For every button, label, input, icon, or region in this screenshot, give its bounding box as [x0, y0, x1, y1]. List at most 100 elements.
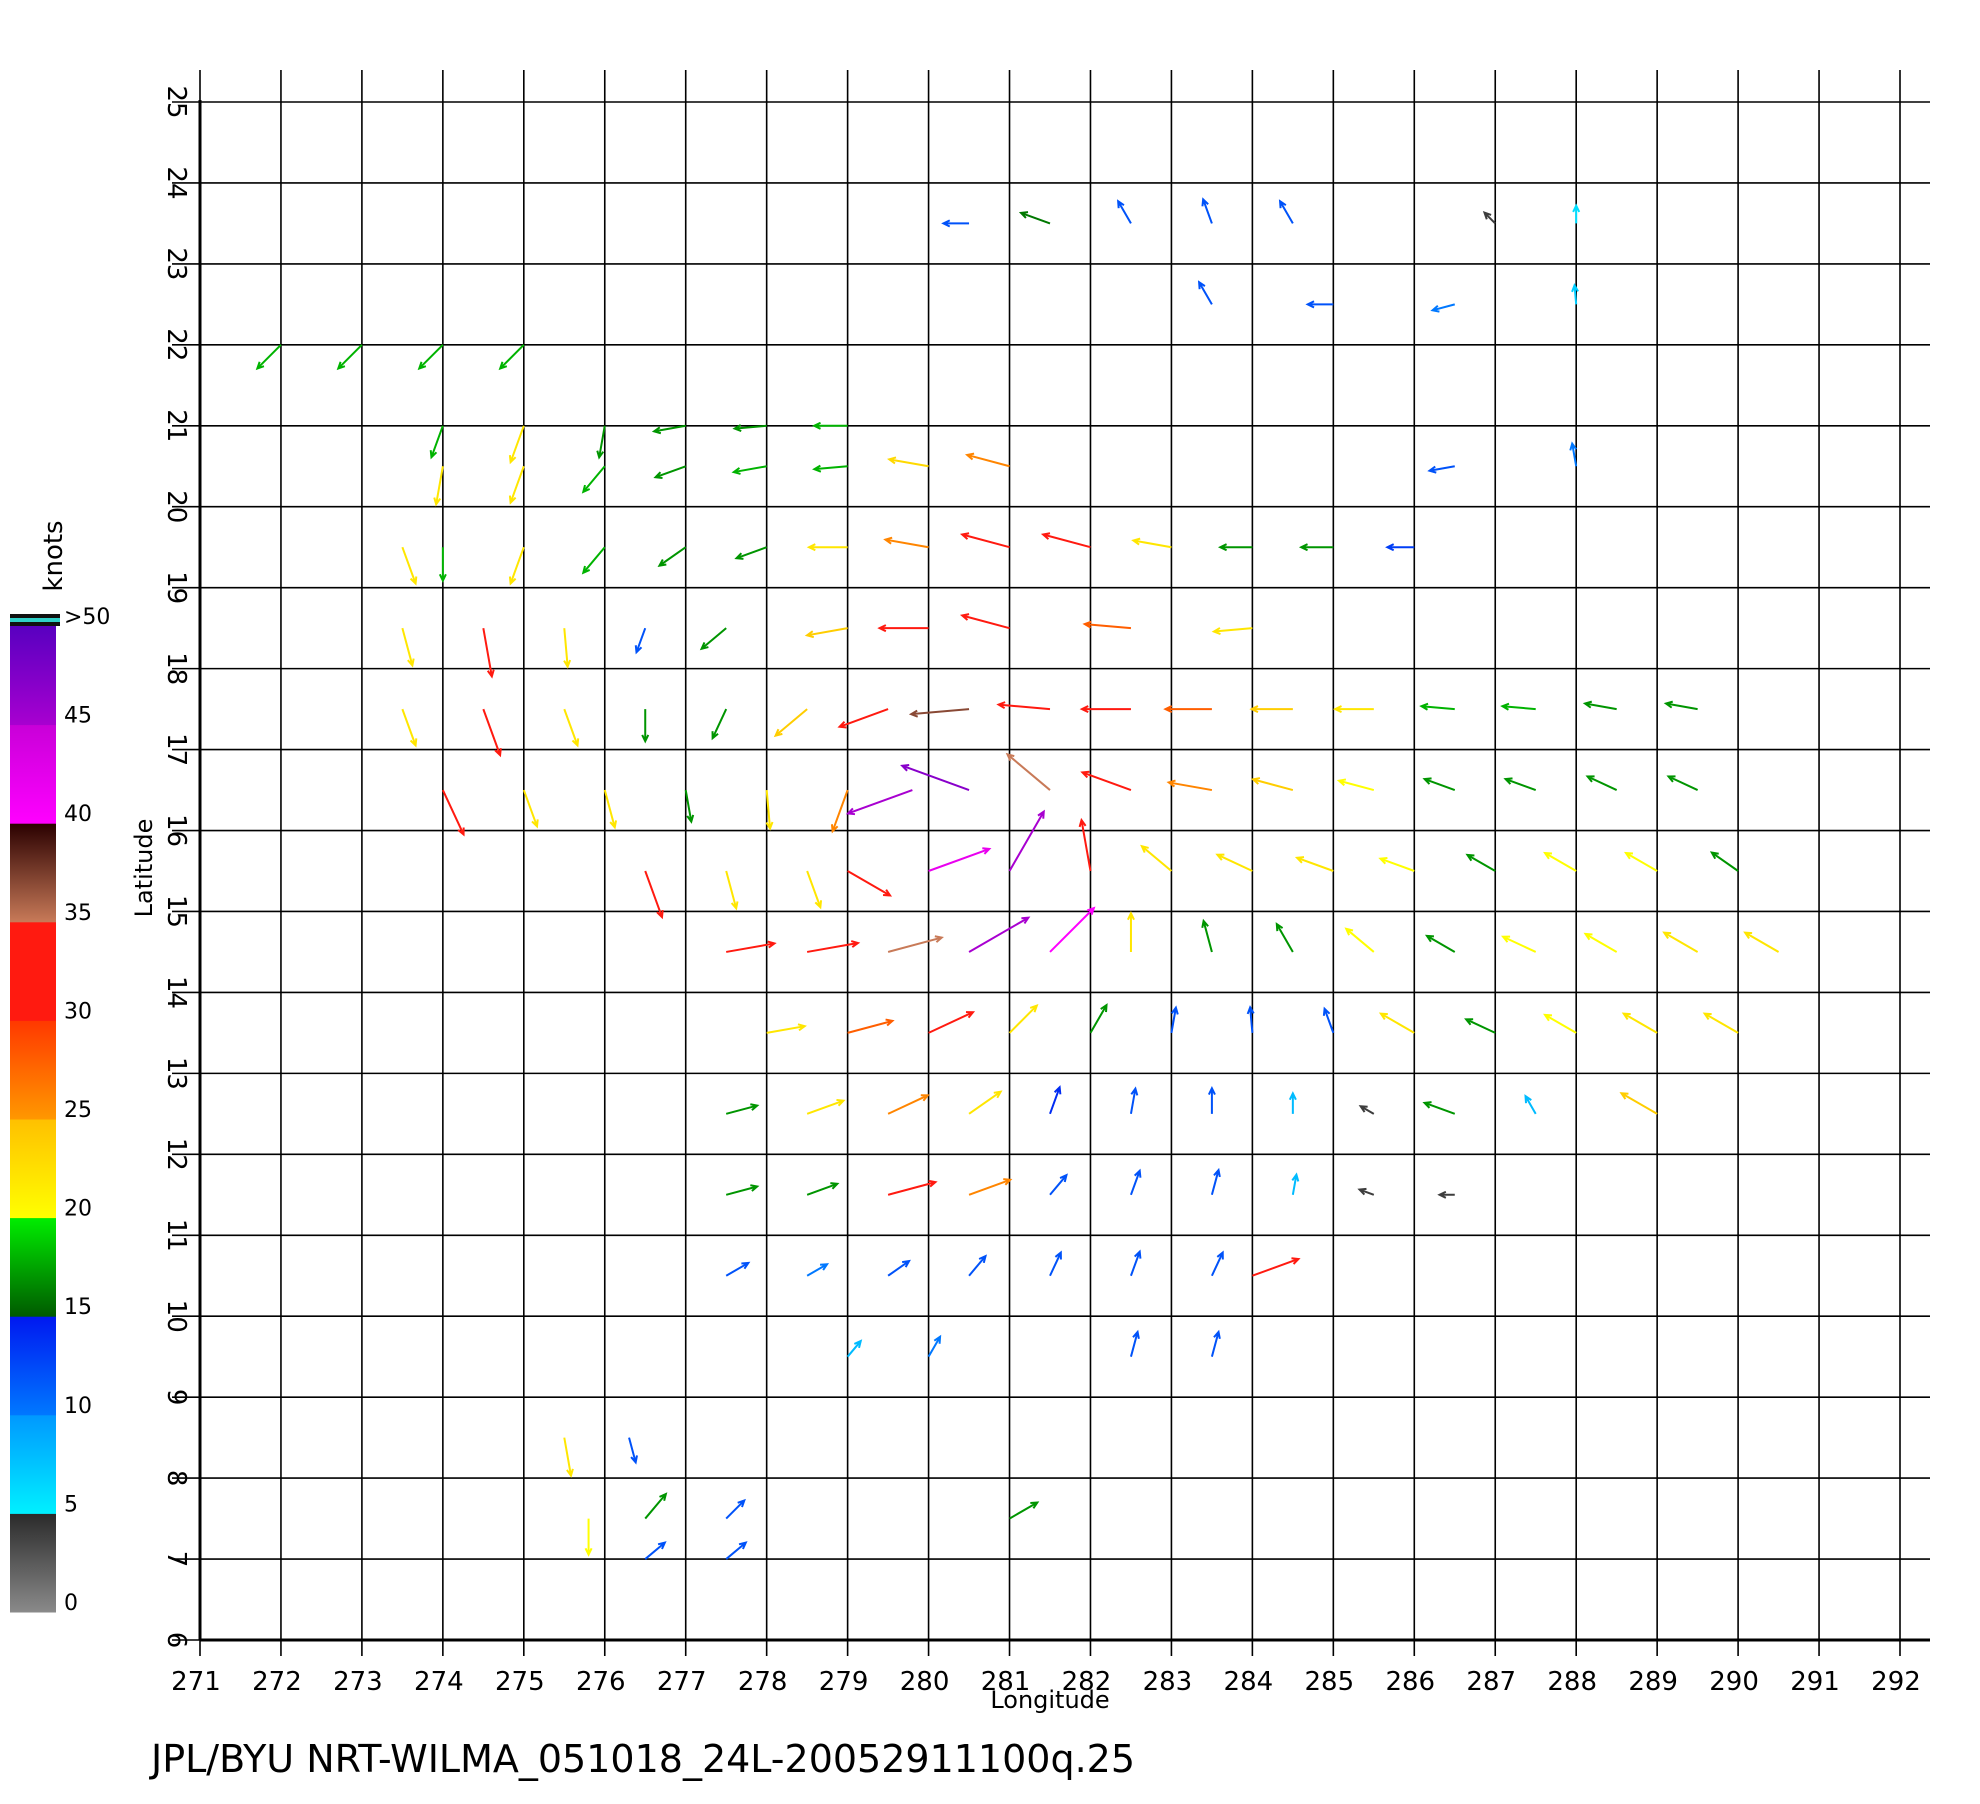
colorbar-cap [10, 622, 60, 626]
y-tick-label: 11 [161, 1219, 191, 1252]
wind-vector [1116, 199, 1132, 224]
wind-vector [1464, 1018, 1496, 1034]
wind-vector [584, 1518, 593, 1557]
wind-vector [1702, 1012, 1739, 1034]
wind-vector [1140, 844, 1173, 872]
wind-vector [1049, 1250, 1062, 1277]
colorbar-band [10, 1414, 56, 1514]
wind-vector [628, 1437, 638, 1465]
x-tick-label: 273 [333, 1667, 383, 1697]
wind-vector [847, 1018, 895, 1034]
wind-vector [1572, 203, 1581, 224]
wind-vector [812, 464, 848, 473]
x-tick-label: 284 [1224, 1667, 1274, 1697]
y-tick-label: 10 [161, 1300, 191, 1333]
wind-vector [830, 789, 849, 834]
colorbar-tick-label: 10 [64, 1394, 92, 1419]
wind-vector [563, 708, 580, 748]
wind-vector [482, 708, 502, 758]
wind-vector [1583, 932, 1618, 953]
wind-vector [508, 465, 525, 505]
colorbar-tick-label: 45 [64, 704, 92, 729]
wind-vector [651, 424, 686, 435]
wind-vector [482, 627, 495, 679]
colorbar-label: knots [39, 520, 69, 591]
y-tick-label: 24 [161, 166, 191, 199]
wind-vector [734, 546, 768, 560]
x-tick-label: 292 [1871, 1667, 1921, 1697]
wind-vector [1582, 700, 1617, 711]
colorbar-band [10, 1217, 56, 1317]
wind-vector [837, 708, 889, 729]
wind-vector [1424, 934, 1456, 953]
colorbar-band [10, 724, 56, 824]
wind-vector [806, 1182, 840, 1196]
wind-vector [1291, 1172, 1300, 1195]
wind-vector [634, 627, 647, 655]
x-tick-label: 286 [1385, 1667, 1435, 1697]
wind-vector [401, 708, 418, 748]
y-tick-label: 16 [161, 814, 191, 847]
wind-vector [1743, 931, 1780, 953]
wind-vector [684, 789, 695, 824]
wind-vector [508, 425, 525, 465]
y-tick-label: 13 [161, 1057, 191, 1090]
wind-vector [887, 456, 929, 468]
wind-vector [644, 1492, 668, 1520]
x-tick-label: 281 [981, 1667, 1031, 1697]
wind-vector [711, 708, 728, 741]
wind-vector [1322, 1006, 1335, 1034]
wind-vector [1623, 851, 1658, 872]
wind-vector [1131, 537, 1172, 549]
wind-vector [1294, 856, 1334, 872]
x-axis-label: Longitude [990, 1686, 1109, 1714]
wind-vector [731, 465, 767, 475]
wind-vector [1170, 1005, 1179, 1034]
x-tick-label: 275 [495, 1667, 545, 1697]
y-tick-label: 17 [161, 733, 191, 766]
wind-vector [1078, 817, 1092, 872]
y-tick-label: 15 [161, 895, 191, 928]
colorbar-band [10, 626, 56, 726]
wind-vector [699, 627, 727, 651]
y-tick-label: 18 [161, 652, 191, 685]
y-axis-label: Latitude [130, 819, 158, 918]
wind-vector [596, 425, 606, 460]
wind-vector [1210, 1329, 1221, 1357]
wind-vector [1378, 856, 1415, 872]
wind-vector [1217, 543, 1253, 552]
wind-vector [1666, 775, 1699, 791]
wind-vector [968, 1090, 1003, 1115]
colorbar-tick-label: 20 [64, 1197, 92, 1222]
wind-vector [1079, 705, 1131, 714]
wind-vector [773, 708, 808, 738]
wind-vector [429, 425, 444, 460]
wind-vector [959, 532, 1010, 549]
wind-vector [1040, 532, 1091, 549]
wind-vector [887, 1259, 911, 1277]
x-tick-label: 272 [252, 1667, 302, 1697]
wind-vector [653, 465, 687, 479]
wind-vector [806, 940, 861, 953]
wind-vector [927, 1334, 942, 1358]
wind-vector [1500, 702, 1536, 711]
wind-vector [941, 219, 970, 228]
wind-vector [1427, 465, 1455, 474]
wind-vector [1278, 199, 1294, 224]
wind-vector [1571, 283, 1579, 305]
colorbar-cap [10, 618, 60, 622]
wind-vector [1419, 702, 1455, 711]
y-tick-label: 12 [161, 1138, 191, 1171]
y-tick-label: 8 [161, 1470, 191, 1487]
chart-title: JPL/BYU NRT-WILMA_051018_24L-20052911100… [149, 1737, 1135, 1781]
wind-vector [1130, 1249, 1142, 1277]
wind-vector [811, 421, 848, 430]
wind-vector [417, 344, 444, 371]
wind-vector [603, 789, 618, 830]
x-tick-label: 271 [171, 1667, 221, 1697]
wind-vector [1378, 1012, 1415, 1034]
wind-vector [928, 847, 992, 872]
wind-vector [766, 1023, 807, 1034]
wind-vector [563, 1437, 574, 1478]
